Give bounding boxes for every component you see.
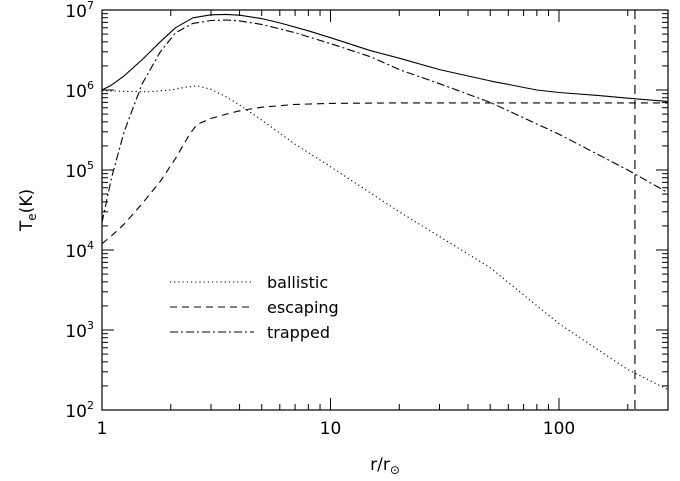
series-line-trapped	[101, 19, 669, 223]
y-tick-base: 10	[65, 322, 87, 342]
y-tick-base: 10	[65, 162, 87, 182]
axis-ticks	[101, 9, 669, 411]
y-tick-exponent: 6	[87, 79, 94, 92]
legend-label-ballistic: ballistic	[267, 273, 328, 292]
y-tick-label: 106	[65, 79, 94, 102]
series-line-ballistic	[101, 85, 669, 391]
y-tick-exponent: 5	[87, 159, 94, 172]
plot-frame	[101, 9, 669, 411]
x-axis-label-main: r/r	[370, 455, 390, 475]
y-tick-base: 10	[65, 242, 87, 262]
y-tick-exponent: 7	[87, 0, 94, 12]
y-tick-base: 10	[65, 402, 87, 422]
x-axis-label-sub: ⊙	[390, 463, 400, 477]
y-axis-label-main: T	[17, 220, 37, 232]
series-line-escaping	[101, 102, 668, 245]
y-tick-base: 10	[65, 82, 87, 102]
y-tick-label: 102	[65, 399, 94, 422]
y-axis-label: Te(K)	[17, 189, 39, 232]
y-tick-exponent: 3	[87, 319, 94, 332]
series-layer	[101, 10, 669, 410]
y-tick-label: 103	[65, 319, 94, 342]
legend: ballistic escaping trapped	[170, 273, 339, 342]
legend-label-trapped: trapped	[267, 323, 330, 342]
x-tick-label: 100	[543, 419, 575, 439]
series-line-total	[101, 13, 669, 102]
y-tick-label: 105	[65, 159, 94, 182]
x-axis-label: r/r⊙	[370, 455, 400, 477]
x-tick-label: 10	[320, 419, 342, 439]
y-tick-base: 10	[65, 2, 87, 22]
y-tick-exponent: 2	[87, 399, 94, 412]
y-axis-label-rest: (K)	[17, 189, 37, 213]
y-tick-exponent: 4	[87, 239, 94, 252]
y-axis-label-sub: e	[25, 213, 39, 220]
x-tick-label: 1	[97, 419, 108, 439]
y-tick-label: 104	[65, 239, 94, 262]
legend-label-escaping: escaping	[267, 298, 339, 317]
y-tick-label: 107	[65, 0, 94, 22]
